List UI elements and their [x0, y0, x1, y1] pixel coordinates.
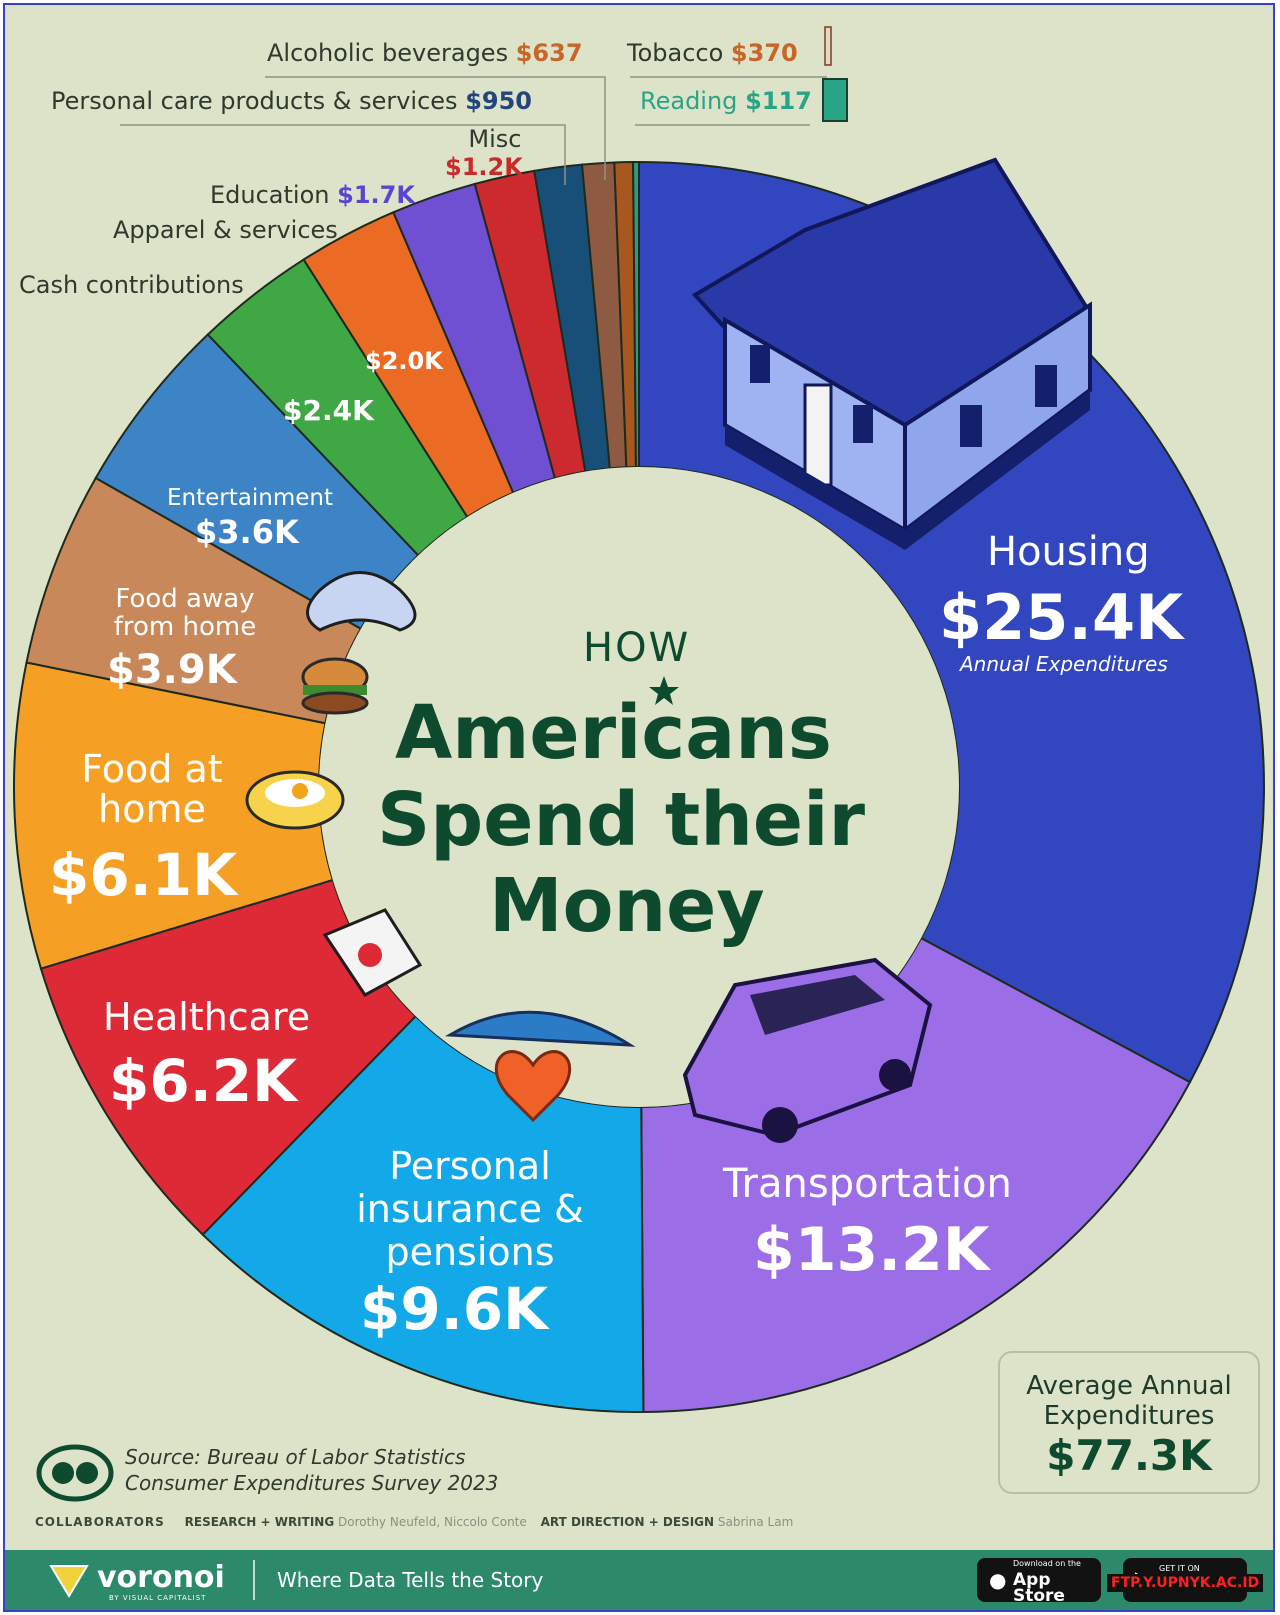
- name-entertainment: Entertainment: [167, 485, 333, 511]
- label-value: $950: [465, 87, 532, 115]
- credits-research-names: Dorothy Neufeld, Niccolo Conte: [338, 1515, 527, 1529]
- label-value: $1.7K: [337, 181, 415, 209]
- label-value: $370: [730, 39, 798, 67]
- tagline: Where Data Tells the Story: [277, 1568, 544, 1592]
- house-icon: [691, 157, 1092, 550]
- label-education: Education $1.7K: [210, 181, 415, 209]
- tobacco-cigarette-icon: [824, 26, 832, 66]
- label-personal-care: Personal care products & services $950: [51, 87, 532, 115]
- label-value: $117: [745, 87, 812, 115]
- label-name: Education: [210, 181, 330, 209]
- total-label-1: Average Annual: [1026, 1371, 1232, 1401]
- label-cash-contributions: Cash contributions: [19, 271, 244, 299]
- label-tobacco: Tobacco $370: [627, 39, 798, 67]
- source-line-2: Consumer Expenditures Survey 2023: [125, 1471, 499, 1495]
- credits-design-label: ART DIRECTION + DESIGN: [540, 1515, 715, 1529]
- footer-divider: [253, 1560, 255, 1600]
- name-food-at-home-text: Food at home: [81, 747, 223, 831]
- title-spend-their: Spend their: [377, 777, 865, 863]
- label-name: Alcoholic beverages: [267, 39, 509, 67]
- value-housing: $25.4K: [939, 581, 1184, 654]
- name-insurance: Personal insurance & pensions: [340, 1145, 600, 1274]
- star-icon: [649, 676, 679, 705]
- voronoi-logo-icon: [49, 1565, 89, 1598]
- name-healthcare: Healthcare: [103, 995, 311, 1039]
- source-logo-icon: [36, 1444, 114, 1502]
- name-insurance-text: Personal insurance & pensions: [356, 1144, 584, 1274]
- car-icon: [682, 957, 933, 1143]
- label-apparel: Apparel & services: [113, 216, 338, 244]
- name-food-away: Food away from home: [101, 585, 269, 641]
- label-misc: Misc $1.2K: [445, 125, 523, 181]
- value-insurance: $9.6K: [360, 1275, 549, 1343]
- label-name: Apparel & services: [113, 216, 338, 244]
- credits-design-names: Sabrina Lam: [717, 1515, 794, 1529]
- label-name: Misc: [468, 125, 522, 153]
- name-housing: Housing: [987, 529, 1150, 575]
- apple-icon: ●: [989, 1568, 1007, 1592]
- label-reading: Reading $117: [640, 87, 812, 115]
- label-alcoholic-beverages: Alcoholic beverages $637: [267, 39, 583, 67]
- value-healthcare: $6.2K: [109, 1047, 298, 1115]
- title-americans: Americans: [395, 690, 832, 776]
- google-play-small: GET IT ON: [1159, 1564, 1200, 1573]
- name-transportation: Transportation: [723, 1161, 1012, 1207]
- value-food-at-home: $6.1K: [49, 841, 238, 909]
- watermark: FTP.Y.UPNYK.AC.ID: [1107, 1574, 1264, 1592]
- name-food-away-text: Food away from home: [113, 584, 257, 642]
- infographic-frame: Alcoholic beverages $637 Tobacco $370 Pe…: [3, 3, 1275, 1612]
- value-transportation: $13.2K: [753, 1215, 990, 1285]
- name-food-at-home: Food at home: [67, 749, 237, 829]
- total-label-2: Expenditures: [1043, 1401, 1215, 1431]
- source-line-1: Source: Bureau of Labor Statistics: [125, 1445, 466, 1469]
- burger-icon: [301, 657, 369, 715]
- brand-name[interactable]: voronoi: [97, 1560, 225, 1595]
- housing-note: Annual Expenditures: [960, 652, 1168, 676]
- credits-research-label: RESEARCH + WRITING: [184, 1515, 335, 1529]
- donut-center: [319, 467, 959, 1107]
- total-value: $77.3K: [1046, 1431, 1212, 1480]
- app-store-label: App Store: [1013, 1570, 1065, 1606]
- donut-chart: [13, 26, 1265, 1413]
- title-money: Money: [489, 863, 765, 949]
- umbrella-heart-icon: [444, 1010, 636, 1123]
- label-name: Personal care products & services: [51, 87, 458, 115]
- app-store-button[interactable]: ● Download on the App Store: [977, 1558, 1101, 1606]
- brand-sub: BY VISUAL CAPITALIST: [109, 1594, 207, 1602]
- total-box: Average Annual Expenditures $77.3K: [998, 1351, 1260, 1494]
- title-how: HOW: [583, 625, 691, 671]
- app-store-small: Download on the: [1013, 1559, 1081, 1568]
- label-name: Tobacco: [627, 39, 724, 67]
- game-controller-icon: [306, 571, 417, 632]
- label-value: $1.2K: [445, 153, 523, 181]
- credits-heading: COLLABORATORS: [35, 1515, 165, 1529]
- label-name: Cash contributions: [19, 271, 244, 299]
- credits-line: COLLABORATORS RESEARCH + WRITING Dorothy…: [35, 1515, 793, 1529]
- footer-bar: voronoi BY VISUAL CAPITALIST Where Data …: [5, 1550, 1273, 1610]
- label-value: $637: [515, 39, 583, 67]
- value-food-away: $3.9K: [107, 647, 237, 693]
- value-entertainment: $3.6K: [195, 513, 299, 551]
- food-bowl-icon: [245, 770, 345, 830]
- reading-book-icon: [822, 78, 848, 122]
- value-apparel: $2.0K: [365, 347, 443, 375]
- first-aid-kit-icon: [322, 908, 423, 997]
- label-name: Reading: [640, 87, 738, 115]
- value-cash-contributions: $2.4K: [283, 394, 374, 427]
